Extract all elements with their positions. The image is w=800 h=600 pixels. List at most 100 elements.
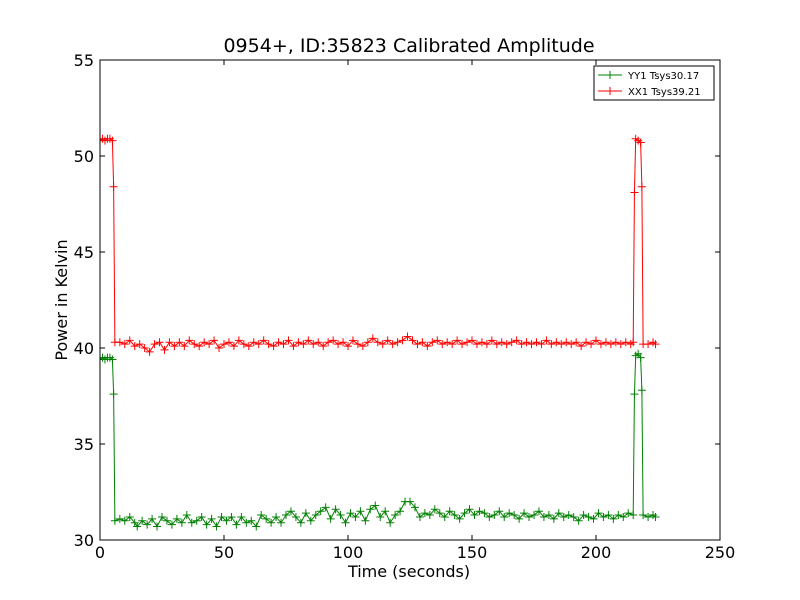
data-point	[589, 514, 598, 523]
data-point	[582, 338, 591, 347]
data-point	[490, 511, 499, 520]
data-point	[227, 512, 236, 521]
y-tick-label: 40	[74, 339, 94, 358]
data-point	[651, 340, 660, 349]
data-point	[616, 340, 625, 349]
data-point	[500, 512, 509, 521]
data-point	[433, 336, 442, 345]
legend-box	[593, 65, 715, 101]
data-point	[630, 188, 639, 197]
data-point	[423, 342, 432, 351]
data-point	[552, 338, 561, 347]
data-point	[254, 340, 263, 349]
data-point	[534, 507, 543, 516]
data-point	[520, 509, 529, 518]
data-point	[413, 340, 422, 349]
data-point	[487, 336, 496, 345]
data-point	[510, 511, 519, 520]
data-point	[229, 342, 238, 351]
data-point	[120, 516, 129, 525]
data-point	[542, 336, 551, 345]
data-point	[150, 340, 159, 349]
data-point	[185, 336, 194, 345]
data-point	[440, 512, 449, 521]
data-point	[611, 338, 620, 347]
data-point	[453, 336, 462, 345]
data-point	[502, 340, 511, 349]
data-point	[289, 342, 298, 351]
plot-area	[100, 134, 660, 531]
data-point	[455, 514, 464, 523]
data-point	[344, 342, 352, 351]
data-point	[564, 511, 573, 520]
legend: YY1 Tsys30.17 XX1 Tsys39.21	[593, 65, 715, 101]
data-point	[264, 340, 273, 349]
data-point	[222, 516, 231, 525]
data-point	[396, 507, 405, 516]
data-point	[497, 338, 506, 347]
data-point	[477, 338, 486, 347]
data-point	[624, 509, 633, 518]
data-point	[165, 338, 174, 347]
data-point	[569, 512, 578, 521]
chart-title: 0954+, ID:35823 Calibrated Amplitude	[223, 35, 594, 57]
data-point	[435, 509, 444, 518]
data-point	[425, 511, 434, 520]
data-point	[138, 516, 147, 525]
data-point	[577, 342, 586, 351]
data-point	[244, 342, 253, 351]
data-point	[259, 336, 268, 345]
data-point	[527, 340, 536, 349]
data-point	[468, 336, 476, 345]
data-point	[277, 518, 286, 527]
data-point	[319, 342, 328, 351]
data-point	[368, 334, 377, 343]
data-point	[311, 511, 320, 520]
data-point	[383, 336, 392, 345]
data-point	[472, 340, 481, 349]
x-tick-label: 200	[581, 543, 612, 562]
data-point	[512, 336, 521, 345]
data-point	[351, 512, 360, 521]
data-point	[465, 505, 474, 514]
data-point	[153, 522, 162, 531]
data-point	[109, 390, 118, 399]
data-point	[554, 509, 563, 518]
series-line	[100, 137, 656, 353]
data-point	[220, 340, 228, 349]
data-point	[234, 336, 243, 345]
data-point	[242, 518, 251, 527]
data-point	[109, 182, 118, 191]
data-point	[212, 522, 221, 531]
data-point	[559, 512, 568, 521]
data-point	[644, 340, 653, 349]
data-point	[539, 512, 548, 521]
data-point	[606, 340, 615, 349]
legend-marker	[606, 87, 614, 95]
data-point	[237, 512, 246, 521]
data-point	[587, 340, 596, 349]
data-point	[450, 511, 459, 520]
data-point	[572, 338, 581, 347]
data-point	[557, 340, 566, 349]
data-point	[636, 353, 645, 362]
data-point	[386, 518, 395, 527]
y-tick-label: 35	[74, 435, 94, 454]
data-point	[410, 503, 419, 512]
data-point	[443, 338, 452, 347]
data-point	[639, 511, 648, 520]
legend-entry: XX1 Tsys39.21	[598, 87, 701, 98]
data-point	[331, 505, 340, 514]
data-point	[170, 342, 179, 351]
data-point	[210, 336, 219, 345]
axes: 0 50 100 150 200 250 30 35 40 45 50 55	[74, 51, 736, 562]
data-point	[224, 338, 233, 347]
data-point	[505, 509, 514, 518]
data-point	[629, 511, 638, 520]
data-point	[180, 342, 189, 351]
x-axis-title: Time (seconds)	[347, 562, 470, 581]
data-point	[187, 518, 196, 527]
data-point	[428, 338, 437, 347]
data-point	[158, 512, 166, 521]
data-point	[282, 511, 290, 520]
